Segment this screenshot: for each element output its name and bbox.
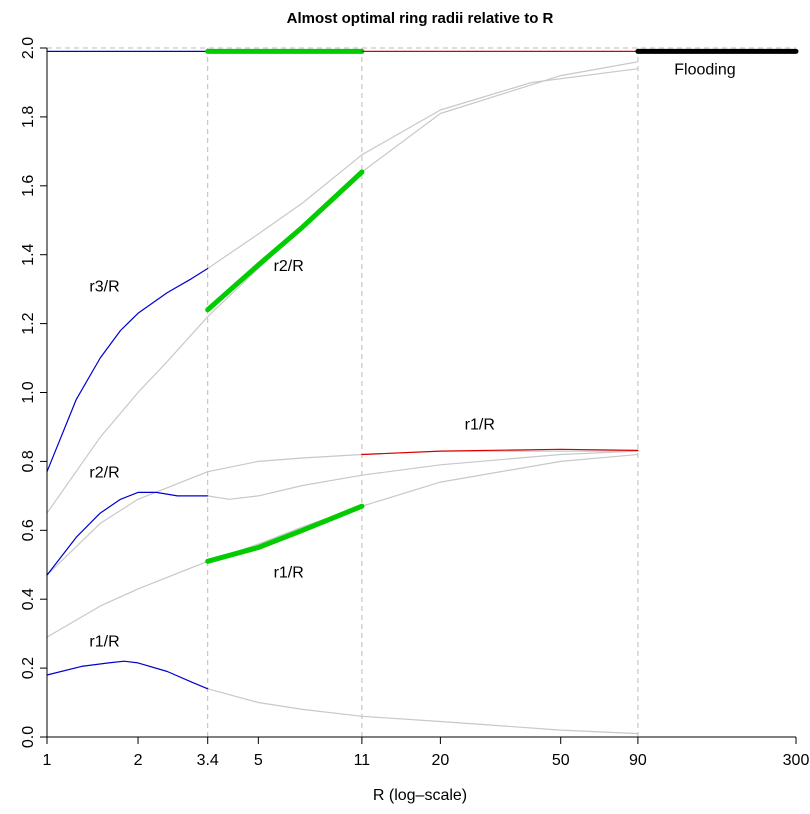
y-tick-label: 1.8 [20, 106, 37, 128]
x-tick-label: 5 [254, 752, 263, 769]
y-tick-label: 0.4 [20, 588, 37, 610]
annotation-label: r1/R [274, 565, 304, 582]
series-line-green [205, 503, 365, 564]
chart-title: Almost optimal ring radii relative to R [287, 10, 554, 27]
annotation-label: r1/R [465, 417, 495, 434]
series-line-gray [46, 61, 639, 514]
guide-lines [47, 47, 796, 737]
series-line-gray [46, 450, 639, 576]
y-tick-label: 0.6 [20, 519, 37, 541]
series-line-gray [46, 453, 639, 638]
x-tick-label: 2 [134, 752, 143, 769]
y-tick-label: 2.0 [20, 37, 37, 59]
series-annotations: r3/R r2/R r2/R r1/R r1/R r1/R Flooding [89, 62, 735, 651]
y-tick-label: 0.8 [20, 450, 37, 472]
y-tick-label: 1.4 [20, 243, 37, 265]
series-line-blue [46, 491, 209, 576]
x-tick-label: 50 [552, 752, 570, 769]
y-tick-label: 0.2 [20, 657, 37, 679]
x-tick-label: 1 [43, 752, 52, 769]
x-tick-label: 300 [783, 752, 810, 769]
series-line-gray [207, 450, 639, 500]
x-tick-label: 11 [354, 752, 371, 769]
axes: 1 2 3.4 5 11 20 50 90 300 0.0 0.2 0.4 0.6 0.8 1.0 1.2 1.… [20, 37, 809, 769]
annotation-label: r2/R [274, 258, 304, 275]
x-tick-label: 3.4 [197, 752, 219, 769]
x-tick-label: 90 [629, 752, 647, 769]
annotation-label: r3/R [89, 279, 119, 296]
annotation-label: r1/R [89, 634, 119, 651]
x-axis-label: R (log–scale) [373, 787, 467, 804]
y-tick-label: 1.2 [20, 312, 37, 334]
series-line-green [205, 169, 365, 313]
x-tick-label: 20 [431, 752, 449, 769]
annotation-label: Flooding [674, 62, 735, 79]
y-tick-label: 1.6 [20, 175, 37, 197]
y-tick-label: 1.0 [20, 381, 37, 403]
series-line-gray [207, 688, 639, 735]
annotation-label: r2/R [89, 465, 119, 482]
series-line-red [361, 448, 639, 456]
series-line-gray [207, 68, 639, 270]
series-line-blue [46, 660, 209, 690]
data-series [46, 48, 799, 735]
y-tick-label: 0.0 [20, 726, 37, 748]
series-line-blue [46, 267, 209, 473]
